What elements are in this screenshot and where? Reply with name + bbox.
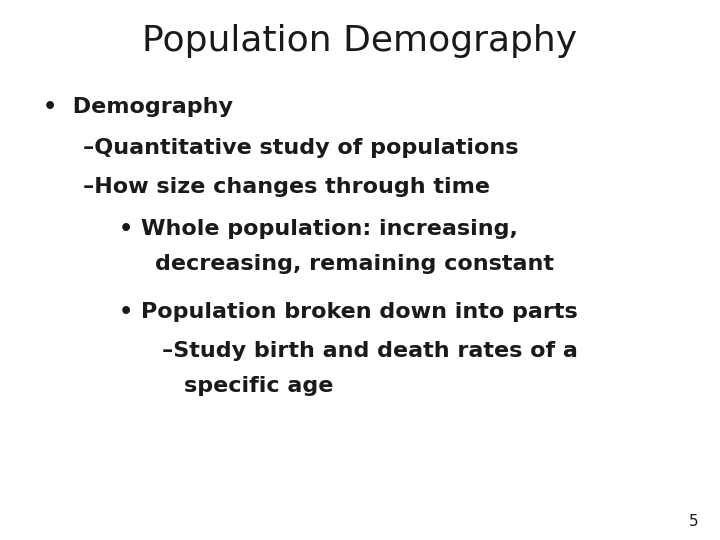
Text: 5: 5	[689, 514, 698, 529]
Text: • Whole population: increasing,: • Whole population: increasing,	[119, 219, 518, 239]
Text: Population Demography: Population Demography	[143, 24, 577, 58]
Text: –How size changes through time: –How size changes through time	[83, 177, 490, 197]
Text: •  Demography: • Demography	[43, 97, 233, 117]
Text: • Population broken down into parts: • Population broken down into parts	[119, 302, 577, 322]
Text: decreasing, remaining constant: decreasing, remaining constant	[155, 254, 554, 274]
Text: –Study birth and death rates of a: –Study birth and death rates of a	[162, 341, 578, 361]
Text: –Quantitative study of populations: –Quantitative study of populations	[83, 138, 518, 158]
Text: specific age: specific age	[184, 376, 333, 396]
